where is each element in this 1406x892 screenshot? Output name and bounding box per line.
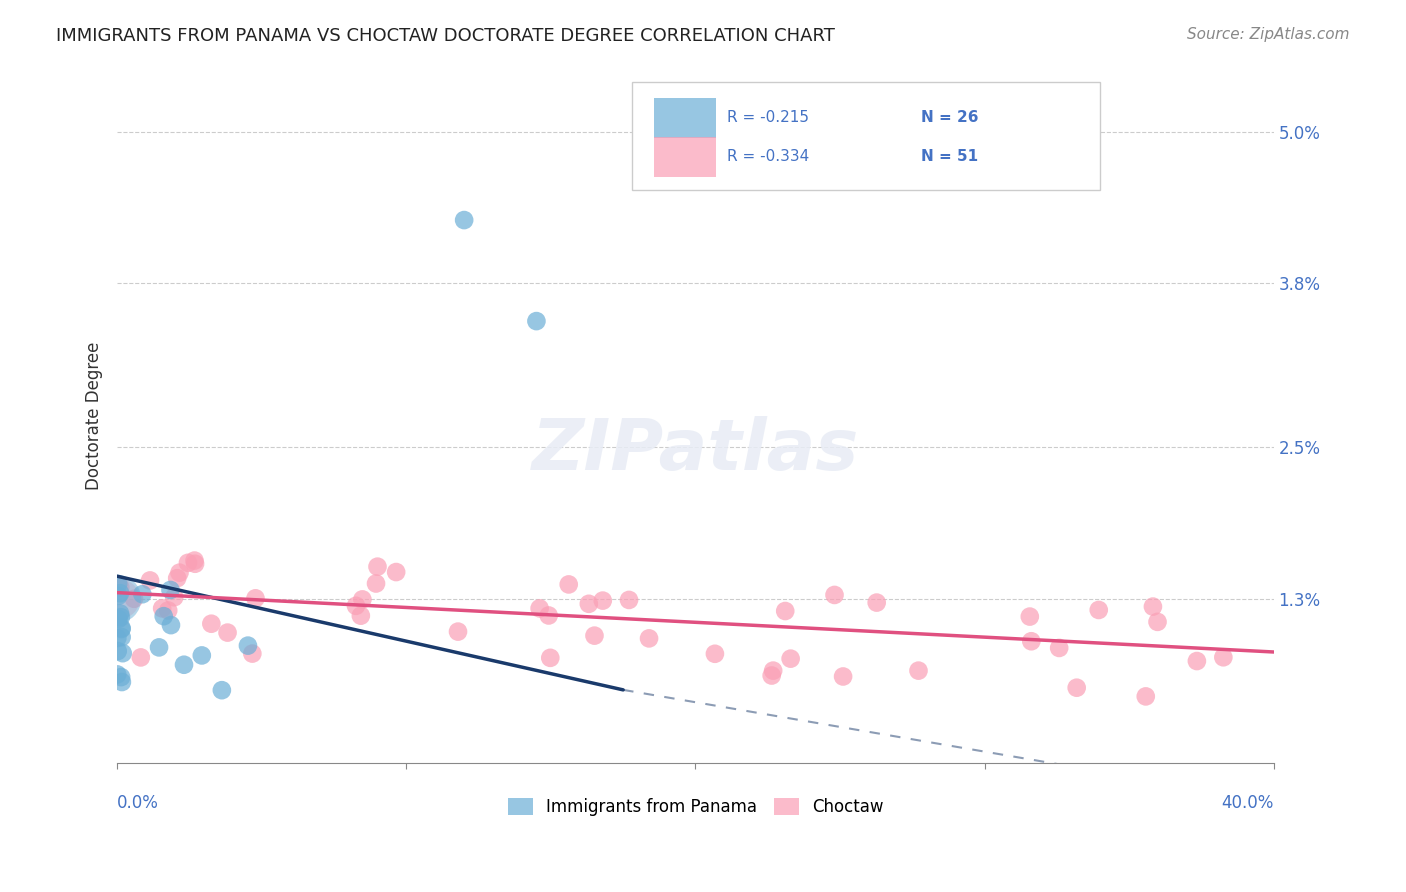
Point [110,580,132,594]
Point [107,577,129,591]
Point [537,608,560,623]
FancyBboxPatch shape [654,136,716,177]
Point [184,557,207,571]
Point [773,604,796,618]
Point [105,591,128,606]
Text: 0.0%: 0.0% [117,794,159,812]
Point [866,596,889,610]
Point [152,609,174,624]
Point [703,647,725,661]
FancyBboxPatch shape [654,98,716,138]
Point [177,556,200,570]
Text: R = -0.334: R = -0.334 [727,149,808,164]
Point [131,587,153,601]
Point [108,607,131,621]
Point [824,588,846,602]
Point [129,650,152,665]
Point [166,571,188,585]
Point [1142,599,1164,614]
Point [617,593,640,607]
Point [163,591,186,605]
Point [160,618,183,632]
Point [211,683,233,698]
Point [583,629,606,643]
Point [592,593,614,607]
Text: IMMIGRANTS FROM PANAMA VS CHOCTAW DOCTORATE DEGREE CORRELATION CHART: IMMIGRANTS FROM PANAMA VS CHOCTAW DOCTOR… [56,27,835,45]
Point [538,650,561,665]
Point [1087,603,1109,617]
Point [352,592,374,607]
Point [105,667,128,681]
Point [183,553,205,567]
Point [111,630,134,644]
Point [148,640,170,655]
Text: N = 51: N = 51 [921,149,979,164]
Point [139,574,162,588]
Point [1146,615,1168,629]
Point [111,646,134,660]
Point [366,559,388,574]
Point [453,213,475,227]
Point [111,675,134,690]
Point [110,610,132,624]
Point [110,621,132,635]
Point [779,651,801,665]
FancyBboxPatch shape [631,82,1101,190]
Point [236,639,259,653]
Point [217,625,239,640]
Point [907,664,929,678]
Point [1185,654,1208,668]
Point [108,591,131,606]
Point [1047,640,1070,655]
Point [108,586,131,600]
Point [1135,690,1157,704]
Point [245,591,267,606]
Point [110,622,132,636]
Point [762,664,785,678]
Point [169,566,191,580]
Point [122,591,145,606]
Point [761,668,783,682]
Text: Source: ZipAtlas.com: Source: ZipAtlas.com [1187,27,1350,42]
Point [150,601,173,615]
Point [350,608,373,623]
Point [529,601,551,615]
Text: R = -0.215: R = -0.215 [727,110,808,125]
Point [200,616,222,631]
Point [447,624,470,639]
Point [159,582,181,597]
Legend: Immigrants from Panama, Choctaw: Immigrants from Panama, Choctaw [499,789,891,824]
Point [638,632,661,646]
Point [157,603,180,617]
Point [1021,634,1043,648]
Point [1066,681,1088,695]
Point [240,647,263,661]
Text: N = 26: N = 26 [921,110,979,125]
Point [1018,609,1040,624]
Point [107,644,129,658]
Point [110,670,132,684]
Point [105,631,128,645]
Point [832,669,855,683]
Y-axis label: Doctorate Degree: Doctorate Degree [86,342,103,490]
Point [578,597,600,611]
Point [107,589,129,603]
Point [1212,650,1234,665]
Point [344,599,367,613]
Point [191,648,214,663]
Point [107,612,129,626]
Text: ZIPatlas: ZIPatlas [531,416,859,485]
Point [557,577,579,591]
Point [173,657,195,672]
Text: 40.0%: 40.0% [1222,794,1274,812]
Point [364,576,387,591]
Point [385,565,408,579]
Point [526,314,548,328]
